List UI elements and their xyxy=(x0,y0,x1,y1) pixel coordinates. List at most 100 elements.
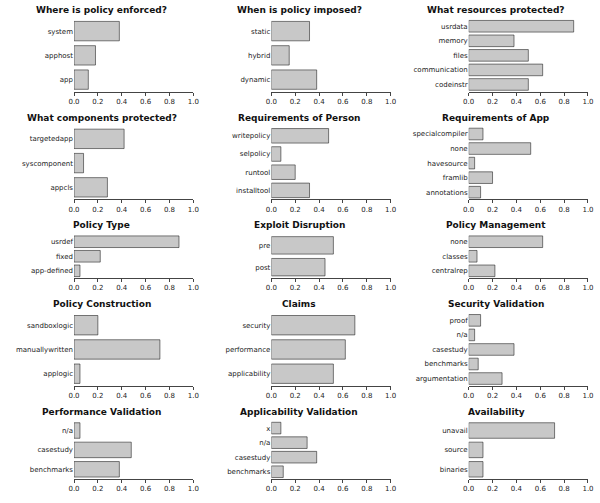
svg-text:performance: performance xyxy=(225,346,270,354)
svg-text:0.0: 0.0 xyxy=(463,98,474,106)
svg-text:dynamic: dynamic xyxy=(240,76,270,84)
svg-text:usrdef: usrdef xyxy=(51,238,74,246)
svg-text:0.2: 0.2 xyxy=(290,98,301,106)
svg-text:none: none xyxy=(450,238,467,246)
svg-text:0.6: 0.6 xyxy=(337,392,349,400)
svg-text:Requirements of Person: Requirements of Person xyxy=(238,113,361,123)
svg-text:sandboxlogic: sandboxlogic xyxy=(27,322,73,330)
svg-text:appcls: appcls xyxy=(50,184,73,192)
svg-text:0.6: 0.6 xyxy=(140,284,152,292)
svg-text:0.6: 0.6 xyxy=(140,98,152,106)
svg-text:security: security xyxy=(242,322,270,330)
svg-text:pre: pre xyxy=(259,242,270,250)
svg-text:1.0: 1.0 xyxy=(385,485,396,493)
svg-text:0.4: 0.4 xyxy=(313,284,325,292)
svg-text:0.4: 0.4 xyxy=(313,485,325,493)
svg-text:0.0: 0.0 xyxy=(463,392,474,400)
svg-text:installtool: installtool xyxy=(236,187,270,195)
svg-text:0.2: 0.2 xyxy=(290,284,301,292)
svg-text:0.6: 0.6 xyxy=(140,206,152,214)
svg-text:benchmarks: benchmarks xyxy=(424,360,468,368)
svg-text:Policy Construction: Policy Construction xyxy=(53,299,151,309)
svg-text:binaries: binaries xyxy=(440,466,468,474)
svg-text:0.0: 0.0 xyxy=(266,206,277,214)
svg-text:syscomponent: syscomponent xyxy=(22,160,73,168)
svg-text:0.4: 0.4 xyxy=(116,392,128,400)
svg-text:Security Validation: Security Validation xyxy=(448,299,544,309)
svg-text:0.4: 0.4 xyxy=(116,284,128,292)
svg-text:0.8: 0.8 xyxy=(559,284,570,292)
svg-text:1.0: 1.0 xyxy=(188,392,199,400)
svg-text:unavail: unavail xyxy=(442,427,468,435)
svg-text:Performance Validation: Performance Validation xyxy=(42,407,161,417)
svg-text:havesource: havesource xyxy=(427,160,467,168)
svg-text:memory: memory xyxy=(438,37,467,45)
svg-text:selpolicy: selpolicy xyxy=(240,150,271,158)
svg-text:codeinstr: codeinstr xyxy=(435,81,468,89)
svg-text:0.6: 0.6 xyxy=(337,284,349,292)
svg-text:0.8: 0.8 xyxy=(559,206,570,214)
svg-text:0.2: 0.2 xyxy=(487,392,498,400)
svg-text:0.6: 0.6 xyxy=(337,485,349,493)
svg-text:classes: classes xyxy=(442,253,468,261)
svg-text:0.8: 0.8 xyxy=(164,485,175,493)
svg-text:0.2: 0.2 xyxy=(290,485,301,493)
svg-text:0.4: 0.4 xyxy=(116,98,128,106)
svg-text:0.4: 0.4 xyxy=(313,98,325,106)
svg-text:0.8: 0.8 xyxy=(559,98,570,106)
svg-text:0.2: 0.2 xyxy=(290,392,301,400)
svg-text:fixed: fixed xyxy=(56,253,73,261)
svg-text:0.8: 0.8 xyxy=(164,392,175,400)
svg-text:0.0: 0.0 xyxy=(68,206,79,214)
svg-text:0.4: 0.4 xyxy=(511,98,523,106)
svg-text:usrdata: usrdata xyxy=(441,23,468,31)
svg-text:0.0: 0.0 xyxy=(463,284,474,292)
svg-text:0.4: 0.4 xyxy=(313,206,325,214)
svg-text:applicability: applicability xyxy=(228,370,270,378)
svg-text:0.6: 0.6 xyxy=(535,392,547,400)
svg-text:0.2: 0.2 xyxy=(487,98,498,106)
svg-text:app: app xyxy=(60,76,74,84)
svg-text:n/a: n/a xyxy=(259,439,270,447)
svg-text:0.8: 0.8 xyxy=(559,485,570,493)
svg-text:0.0: 0.0 xyxy=(463,206,474,214)
svg-text:post: post xyxy=(255,264,270,272)
svg-text:0.4: 0.4 xyxy=(511,485,523,493)
svg-text:0.2: 0.2 xyxy=(487,284,498,292)
svg-text:1.0: 1.0 xyxy=(188,284,199,292)
svg-text:When is policy imposed?: When is policy imposed? xyxy=(237,5,362,15)
svg-text:0.4: 0.4 xyxy=(116,485,128,493)
svg-text:x: x xyxy=(266,425,270,433)
svg-text:1.0: 1.0 xyxy=(385,284,396,292)
svg-text:1.0: 1.0 xyxy=(385,392,396,400)
svg-text:Claims: Claims xyxy=(282,299,316,309)
svg-text:0.8: 0.8 xyxy=(361,485,372,493)
svg-text:apphost: apphost xyxy=(45,52,74,60)
svg-text:0.6: 0.6 xyxy=(337,206,349,214)
svg-text:0.2: 0.2 xyxy=(487,206,498,214)
svg-text:0.0: 0.0 xyxy=(266,284,277,292)
svg-text:0.4: 0.4 xyxy=(511,392,523,400)
svg-text:files: files xyxy=(453,52,468,60)
svg-text:annotations: annotations xyxy=(426,189,468,197)
svg-text:0.2: 0.2 xyxy=(290,206,301,214)
svg-text:proof: proof xyxy=(449,317,468,325)
svg-text:0.0: 0.0 xyxy=(266,98,277,106)
svg-text:0.8: 0.8 xyxy=(361,98,372,106)
svg-text:1.0: 1.0 xyxy=(188,98,199,106)
svg-text:1.0: 1.0 xyxy=(582,284,593,292)
svg-text:0.0: 0.0 xyxy=(68,392,79,400)
svg-text:0.4: 0.4 xyxy=(116,206,128,214)
svg-text:specialcompiler: specialcompiler xyxy=(413,130,468,138)
svg-text:hybrid: hybrid xyxy=(248,52,270,60)
svg-text:0.2: 0.2 xyxy=(92,485,103,493)
svg-text:0.6: 0.6 xyxy=(535,206,547,214)
svg-text:0.6: 0.6 xyxy=(140,392,152,400)
svg-text:centralrep: centralrep xyxy=(432,267,468,275)
svg-text:0.6: 0.6 xyxy=(535,98,547,106)
svg-text:0.6: 0.6 xyxy=(337,98,349,106)
svg-text:casestudy: casestudy xyxy=(235,454,271,462)
svg-text:targetedapp: targetedapp xyxy=(30,135,74,143)
svg-text:app-defined: app-defined xyxy=(31,267,73,275)
svg-text:What components protected?: What components protected? xyxy=(27,113,177,123)
